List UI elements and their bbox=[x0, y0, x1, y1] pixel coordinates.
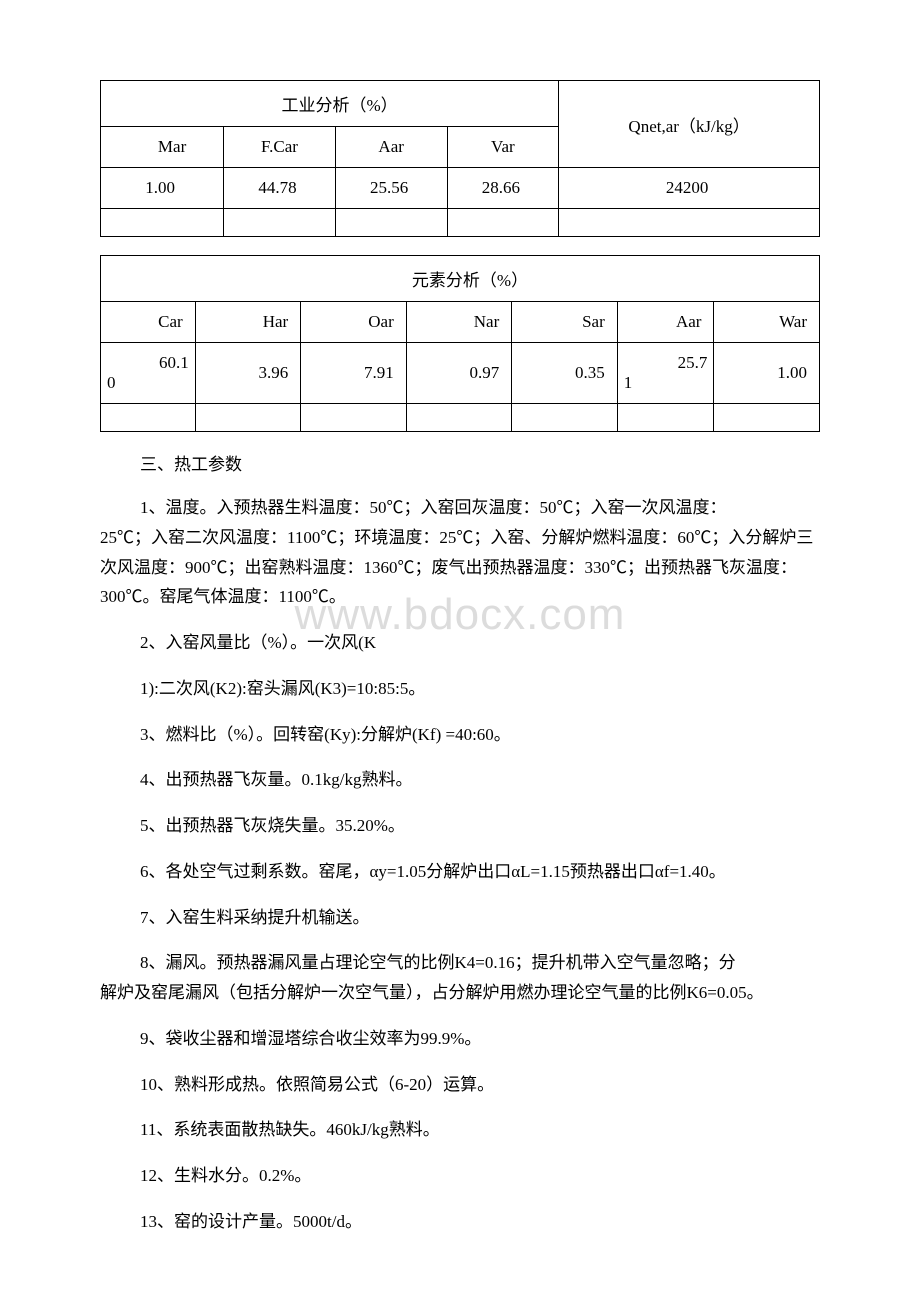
section-title: 三、热工参数 bbox=[140, 450, 820, 475]
para-1: 1、温度。入预热器生料温度：50℃；入窑回灰温度：50℃；入窑一次风温度： 25… bbox=[100, 493, 820, 612]
para-6: 6、各处空气过剩系数。窑尾，αy=1.05分解炉出口αL=1.15预热器出口αf… bbox=[140, 857, 820, 887]
para-13: 13、窑的设计产量。5000t/d。 bbox=[140, 1207, 820, 1237]
para-2: 2、入窑风量比（%）。一次风(K bbox=[140, 628, 820, 658]
element-analysis-table: 元素分析（%） Car Har Oar Nar Sar Aar War 60.1… bbox=[100, 255, 820, 432]
table2-empty-2 bbox=[301, 404, 407, 432]
industrial-analysis-table: 工业分析（%） Qnet,ar（kJ/kg） Mar F.Car Aar Var… bbox=[100, 80, 820, 237]
table2-empty-1 bbox=[195, 404, 301, 432]
table2-val-5: 25.7 1 bbox=[617, 343, 714, 404]
table1-header-merged: 工业分析（%） bbox=[101, 81, 559, 127]
table2-empty-5 bbox=[617, 404, 714, 432]
table2-val-6: 1.00 bbox=[714, 343, 820, 404]
para-10: 10、熟料形成热。依照简易公式（6-20）运算。 bbox=[140, 1070, 820, 1100]
para-2b: 1):二次风(K2):窑头漏风(K3)=10:85:5。 bbox=[140, 674, 820, 704]
para-12: 12、生料水分。0.2%。 bbox=[140, 1161, 820, 1191]
table1-empty-0 bbox=[101, 209, 224, 237]
table1-col-0: Mar bbox=[101, 127, 224, 168]
table2-header-merged: 元素分析（%） bbox=[101, 256, 820, 302]
table1-val-3: 28.66 bbox=[447, 168, 559, 209]
table2-col-6: War bbox=[714, 302, 820, 343]
table2-col-1: Har bbox=[195, 302, 301, 343]
table1-empty-4 bbox=[559, 209, 820, 237]
table2-empty-4 bbox=[512, 404, 618, 432]
table1-col-2: Aar bbox=[335, 127, 447, 168]
table1-col-1: F.Car bbox=[224, 127, 336, 168]
table1-val-0: 1.00 bbox=[101, 168, 224, 209]
table1-col-3: Var bbox=[447, 127, 559, 168]
table2-empty-6 bbox=[714, 404, 820, 432]
table1-empty-3 bbox=[447, 209, 559, 237]
table2-col-3: Nar bbox=[406, 302, 512, 343]
para-11: 11、系统表面散热缺失。460kJ/kg熟料。 bbox=[140, 1115, 820, 1145]
table2-col-2: Oar bbox=[301, 302, 407, 343]
para-4: 4、出预热器飞灰量。0.1kg/kg熟料。 bbox=[140, 765, 820, 795]
table2-col-4: Sar bbox=[512, 302, 618, 343]
table2-val-1: 3.96 bbox=[195, 343, 301, 404]
table1-val-4: 24200 bbox=[559, 168, 820, 209]
table2-val-3: 0.97 bbox=[406, 343, 512, 404]
table1-val-1: 44.78 bbox=[224, 168, 336, 209]
table2-col-0: Car bbox=[101, 302, 196, 343]
para-9: 9、袋收尘器和增湿塔综合收尘效率为99.9%。 bbox=[140, 1024, 820, 1054]
table2-empty-3 bbox=[406, 404, 512, 432]
para-8: 8、漏风。预热器漏风量占理论空气的比例K4=0.16；提升机带入空气量忽略；分 … bbox=[100, 948, 820, 1008]
para-7: 7、入窑生料采纳提升机输送。 bbox=[140, 903, 820, 933]
table2-val-2: 7.91 bbox=[301, 343, 407, 404]
table1-val-2: 25.56 bbox=[335, 168, 447, 209]
table1-empty-2 bbox=[335, 209, 447, 237]
table2-col-5: Aar bbox=[617, 302, 714, 343]
table1-header-right: Qnet,ar（kJ/kg） bbox=[559, 81, 820, 168]
table1-empty-1 bbox=[224, 209, 336, 237]
para-3: 3、燃料比（%）。回转窑(Ky):分解炉(Kf) =40:60。 bbox=[140, 720, 820, 750]
table2-val-4: 0.35 bbox=[512, 343, 618, 404]
table2-empty-0 bbox=[101, 404, 196, 432]
para-5: 5、出预热器飞灰烧失量。35.20%。 bbox=[140, 811, 820, 841]
table2-val-0: 60.1 0 bbox=[101, 343, 196, 404]
